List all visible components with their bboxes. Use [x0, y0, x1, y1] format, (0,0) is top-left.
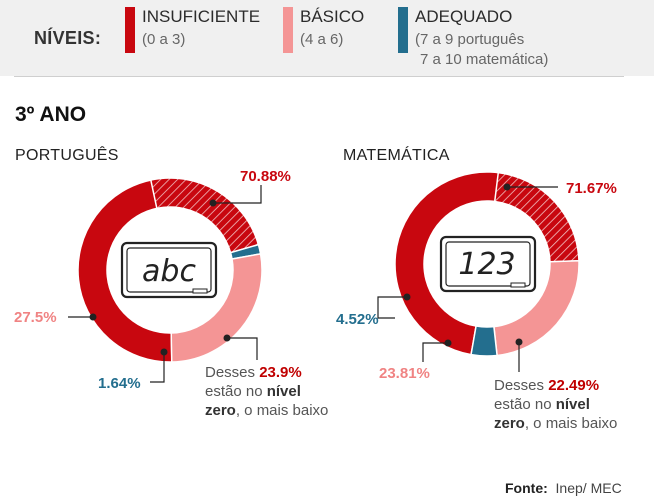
slice-label-insuficiente: 70.88% — [240, 168, 291, 185]
slice-label-adequado: 4.52% — [336, 311, 379, 328]
zero-level-note-line1: Desses 23.9% — [205, 364, 302, 381]
chalkboard-icon: 123 — [439, 235, 537, 293]
legend-title: NÍVEIS: — [34, 28, 102, 48]
slice-básico — [170, 253, 263, 363]
source-note: Fonte: Inep/ MEC — [505, 480, 622, 496]
slice-label-basico: 23.81% — [379, 365, 430, 382]
zero-level-note-line3: zero, o mais baixo — [494, 415, 617, 432]
legend-bar — [0, 0, 654, 76]
legend-range: (7 a 9 português — [415, 31, 525, 48]
board-text: 123 — [458, 247, 515, 282]
legend-swatch-insufficient — [125, 7, 135, 53]
legend-range: (0 a 3) — [142, 31, 186, 48]
legend-range-line2: 7 a 10 matemática) — [420, 51, 549, 68]
legend-swatch-adequate — [398, 7, 408, 53]
zero-level-note-line2: estão no nível — [494, 396, 590, 413]
callouts-portugues: 70.88% 27.5% 1.64% Desses 23.9% estão no… — [14, 168, 328, 419]
zero-level-note-line1: Desses 22.49% — [494, 377, 599, 394]
legend-name: INSUFICIENTE — [142, 7, 261, 26]
slice-adequado — [470, 325, 498, 357]
chalkboard-icon: abc — [120, 241, 218, 299]
zero-level-note-line3: zero, o mais baixo — [205, 402, 328, 419]
source-value: Inep/ MEC — [555, 480, 622, 496]
zero-level-note-line2: estão no nível — [205, 383, 301, 400]
board-text: abc — [142, 254, 196, 289]
legend-name: ADEQUADO — [415, 7, 513, 26]
source-label: Fonte: — [505, 480, 548, 496]
donut-portugues — [77, 177, 263, 363]
callouts-matematica: 71.67% 4.52% 23.81% Desses 22.49% estão … — [336, 180, 617, 432]
slice-zero-level-hatched — [149, 177, 260, 254]
slice-label-basico: 27.5% — [14, 309, 57, 326]
slice-label-adequado: 1.64% — [98, 375, 141, 392]
grade-title: 3º ANO — [15, 103, 87, 126]
legend-divider — [14, 76, 624, 77]
chart-title-matematica: MATEMÁTICA — [343, 147, 450, 164]
legend-swatch-basic — [283, 7, 293, 53]
donut-matematica — [394, 171, 580, 357]
legend-range: (4 a 6) — [300, 31, 344, 48]
legend-name: BÁSICO — [300, 7, 365, 26]
slice-label-insuficiente: 71.67% — [566, 180, 617, 197]
chart-title-portugues: PORTUGUÊS — [15, 147, 119, 164]
